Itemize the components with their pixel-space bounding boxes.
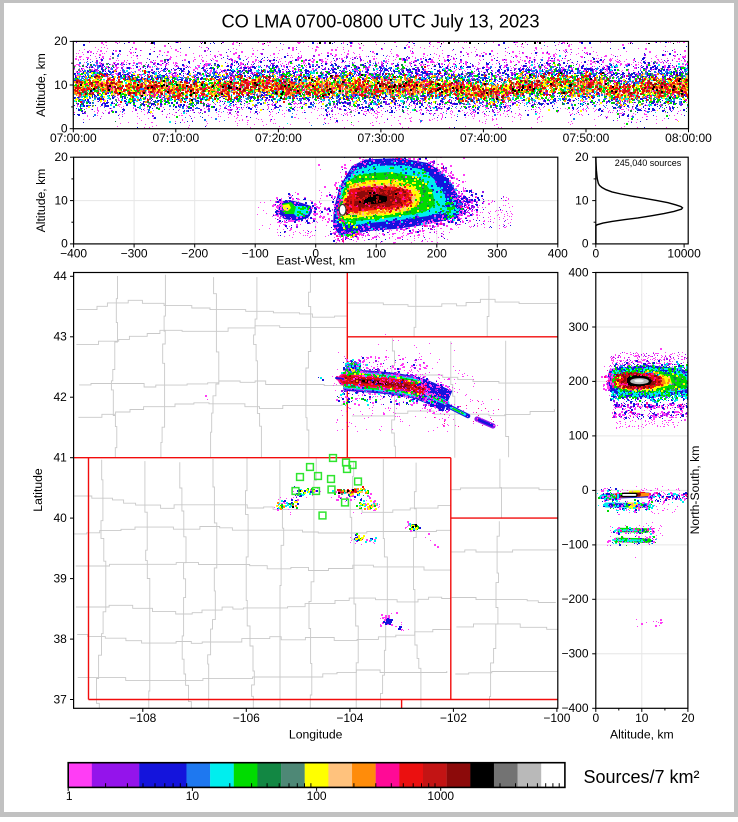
svg-text:43: 43 [53, 330, 67, 344]
svg-text:400: 400 [548, 247, 568, 261]
svg-text:1000: 1000 [427, 789, 454, 803]
svg-text:100: 100 [307, 789, 327, 803]
svg-text:−102: −102 [440, 711, 467, 725]
svg-text:10: 10 [54, 193, 68, 207]
svg-text:−400: −400 [561, 701, 588, 715]
svg-text:Altitude, km: Altitude, km [34, 53, 48, 117]
svg-text:07:30:00: 07:30:00 [358, 131, 405, 145]
svg-text:Longitude: Longitude [289, 728, 343, 742]
svg-text:0: 0 [582, 483, 589, 497]
svg-text:Sources/7 km²: Sources/7 km² [584, 767, 700, 787]
svg-text:44: 44 [53, 269, 67, 283]
svg-text:100: 100 [366, 247, 386, 261]
svg-text:−100: −100 [543, 711, 570, 725]
svg-text:North-South, km: North-South, km [688, 446, 702, 535]
svg-text:10: 10 [54, 78, 68, 92]
svg-text:40: 40 [53, 511, 67, 525]
svg-text:245,040 sources: 245,040 sources [615, 158, 682, 168]
svg-text:−100: −100 [242, 247, 269, 261]
svg-text:−104: −104 [336, 711, 363, 725]
svg-text:07:10:00: 07:10:00 [152, 131, 199, 145]
svg-text:07:20:00: 07:20:00 [255, 131, 302, 145]
svg-text:−108: −108 [129, 711, 156, 725]
svg-text:10: 10 [635, 711, 649, 725]
svg-text:−200: −200 [181, 247, 208, 261]
svg-text:Latitude: Latitude [31, 468, 45, 512]
svg-text:0: 0 [61, 237, 68, 251]
svg-text:Altitude, km: Altitude, km [610, 728, 674, 742]
svg-text:100: 100 [568, 429, 588, 443]
svg-text:08:00:00: 08:00:00 [665, 131, 712, 145]
svg-text:39: 39 [53, 571, 67, 585]
svg-text:0: 0 [592, 247, 599, 261]
svg-text:300: 300 [487, 247, 507, 261]
svg-text:10: 10 [186, 789, 200, 803]
svg-text:−400: −400 [60, 247, 87, 261]
svg-text:−300: −300 [121, 247, 148, 261]
svg-text:10000: 10000 [667, 247, 701, 261]
svg-text:10: 10 [575, 193, 589, 207]
svg-text:−106: −106 [233, 711, 260, 725]
svg-text:42: 42 [53, 390, 67, 404]
svg-text:0: 0 [312, 247, 319, 261]
svg-text:07:40:00: 07:40:00 [460, 131, 507, 145]
svg-text:Altitude, km: Altitude, km [34, 169, 48, 233]
svg-text:38: 38 [53, 632, 67, 646]
svg-text:1: 1 [66, 789, 73, 803]
svg-text:−100: −100 [561, 538, 588, 552]
svg-text:400: 400 [568, 265, 588, 279]
svg-text:300: 300 [568, 320, 588, 334]
svg-text:CO LMA 0700-0800 UTC July 13,: CO LMA 0700-0800 UTC July 13, 2023 [221, 11, 539, 32]
svg-text:20: 20 [575, 150, 589, 164]
svg-text:07:50:00: 07:50:00 [563, 131, 610, 145]
svg-text:20: 20 [681, 711, 695, 725]
svg-text:41: 41 [53, 451, 67, 465]
svg-text:20: 20 [54, 34, 68, 48]
svg-text:37: 37 [53, 692, 67, 706]
svg-text:07:00:00: 07:00:00 [50, 131, 97, 145]
svg-text:0: 0 [61, 122, 68, 136]
svg-text:East-West, km: East-West, km [276, 254, 355, 268]
svg-text:200: 200 [568, 374, 588, 388]
svg-text:0: 0 [582, 237, 589, 251]
svg-text:20: 20 [54, 150, 68, 164]
svg-text:200: 200 [427, 247, 447, 261]
svg-text:−300: −300 [561, 647, 588, 661]
svg-text:0: 0 [592, 711, 599, 725]
svg-text:−200: −200 [561, 592, 588, 606]
